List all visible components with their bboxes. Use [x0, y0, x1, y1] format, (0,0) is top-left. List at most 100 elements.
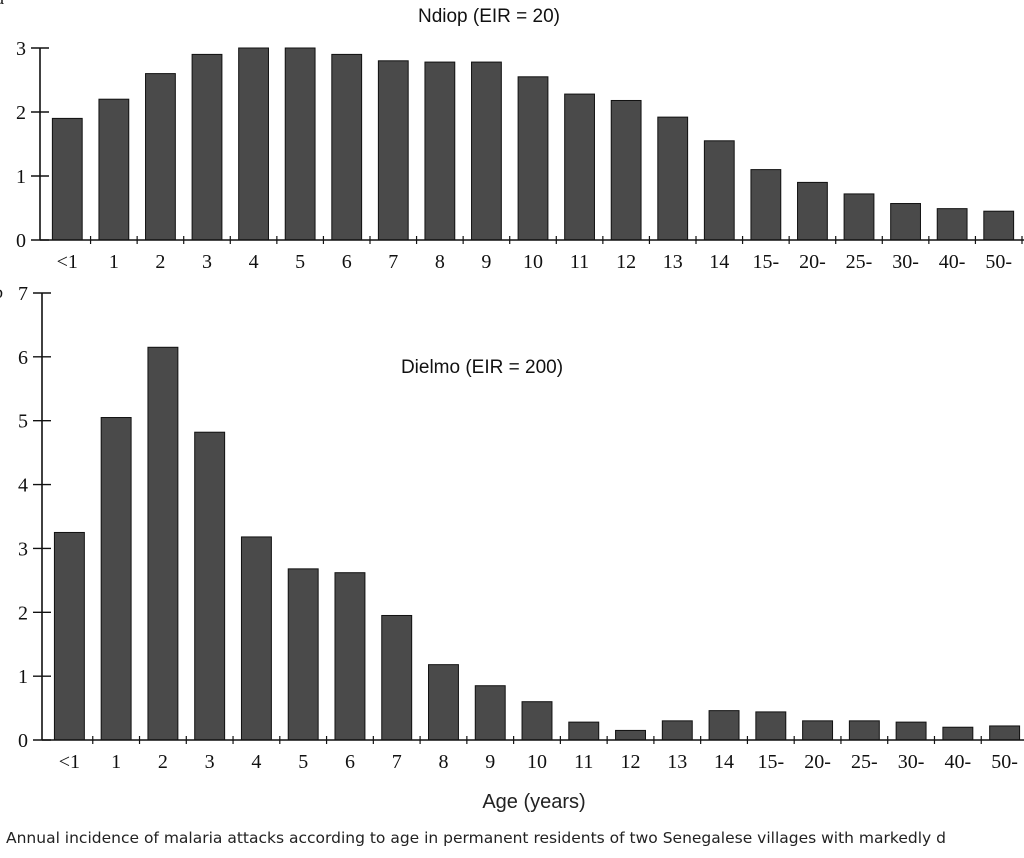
bar-1	[100, 417, 132, 741]
bar-17	[843, 193, 875, 241]
bar-20	[983, 210, 1015, 241]
bar-9	[471, 61, 502, 241]
x-tick-label-15: 15-	[757, 751, 784, 773]
bar-7	[377, 60, 409, 241]
x-tick-label-2: 2	[158, 751, 168, 773]
x-tick-label-9: 9	[485, 751, 495, 773]
bar-5	[287, 568, 319, 741]
bar-11	[568, 721, 600, 741]
chart-title: Dielmo (EIR = 200)	[401, 357, 563, 378]
x-tick-label-10: 10	[527, 751, 547, 773]
x-tick-label-12: 12	[621, 751, 641, 773]
x-tick-label-0: <1	[57, 251, 78, 273]
bar-8	[428, 664, 459, 741]
bar-16	[802, 720, 834, 741]
x-tick-label-17: 25-	[851, 751, 878, 773]
x-tick-label-14: 14	[714, 751, 734, 773]
bar-18	[895, 721, 927, 741]
x-tick-label-7: 7	[392, 751, 402, 773]
bar-19	[936, 208, 968, 241]
x-tick-label-5: 5	[298, 751, 308, 773]
x-tick-label-4: 4	[251, 751, 261, 773]
x-tick-label-11: 11	[570, 251, 589, 273]
figure: a b Ndiop (EIR = 20)0123<112345678910111…	[0, 0, 1024, 813]
y-tick-label-2: 2	[16, 102, 26, 124]
x-tick-label-19: 40-	[939, 251, 966, 273]
x-tick-label-5: 5	[295, 251, 305, 273]
y-tick-label-4: 4	[18, 475, 28, 497]
y-tick-label-0: 0	[18, 730, 28, 752]
x-tick-label-4: 4	[249, 251, 259, 273]
bar-6	[334, 572, 366, 741]
bar-1	[98, 98, 130, 241]
x-tick-label-17: 25-	[846, 251, 873, 273]
bar-0	[51, 117, 83, 241]
bar-11	[564, 93, 595, 241]
bar-13	[661, 720, 693, 741]
bar-15	[755, 711, 787, 741]
bar-20	[989, 725, 1021, 741]
bar-2	[145, 73, 176, 241]
y-tick-label-3: 3	[18, 538, 28, 560]
bar-15	[750, 169, 782, 241]
x-tick-label-14: 14	[709, 251, 729, 273]
x-tick-label-1: 1	[109, 251, 119, 273]
bar-10	[521, 701, 553, 741]
panel-letter-a: a	[0, 0, 4, 8]
x-tick-label-11: 11	[574, 751, 593, 773]
x-tick-label-15: 15-	[753, 251, 780, 273]
bar-4	[240, 536, 272, 741]
y-tick-label-1: 1	[18, 666, 28, 688]
x-tick-label-19: 40-	[945, 751, 972, 773]
x-tick-label-7: 7	[388, 251, 398, 273]
bar-14	[708, 710, 740, 741]
y-tick-label-6: 6	[18, 347, 28, 369]
bar-12	[615, 729, 646, 741]
figure-caption: Annual incidence of malaria attacks acco…	[6, 829, 946, 847]
bar-18	[890, 203, 921, 241]
x-tick-label-0: <1	[59, 751, 80, 773]
x-tick-label-13: 13	[663, 251, 683, 273]
bar-3	[194, 431, 226, 741]
panel-letter-b: b	[0, 282, 3, 302]
bar-17	[848, 720, 880, 741]
bar-8	[424, 61, 456, 241]
y-tick-label-0: 0	[16, 230, 26, 252]
bar-16	[797, 181, 828, 241]
x-tick-label-3: 3	[205, 751, 215, 773]
x-tick-label-10: 10	[523, 251, 543, 273]
bar-9	[474, 685, 506, 741]
bar-14	[703, 140, 735, 241]
x-tick-label-8: 8	[438, 751, 448, 773]
x-tick-label-6: 6	[345, 751, 355, 773]
x-tick-label-16: 20-	[799, 251, 826, 273]
bar-13	[657, 116, 689, 241]
bar-10	[517, 76, 549, 241]
x-tick-label-18: 30-	[898, 751, 925, 773]
y-tick-label-3: 3	[16, 38, 26, 60]
x-tick-label-13: 13	[667, 751, 687, 773]
x-tick-label-3: 3	[202, 251, 212, 273]
x-tick-label-8: 8	[435, 251, 445, 273]
y-tick-label-1: 1	[16, 166, 26, 188]
x-axis-label: Age (years)	[482, 791, 585, 813]
bar-2	[147, 346, 179, 741]
y-tick-label-5: 5	[18, 411, 28, 433]
x-tick-label-12: 12	[616, 251, 636, 273]
x-tick-label-20: 50-	[991, 751, 1018, 773]
x-tick-label-18: 30-	[892, 251, 919, 273]
bar-19	[942, 726, 974, 741]
bar-0	[53, 531, 85, 741]
bar-4	[238, 47, 269, 241]
x-tick-label-1: 1	[111, 751, 121, 773]
bar-3	[191, 53, 223, 241]
y-tick-label-7: 7	[18, 283, 28, 305]
bar-5	[284, 47, 316, 241]
y-tick-label-2: 2	[18, 602, 28, 624]
bar-12	[610, 99, 642, 241]
bar-6	[331, 53, 363, 241]
x-tick-label-2: 2	[155, 251, 165, 273]
x-tick-label-9: 9	[481, 251, 491, 273]
